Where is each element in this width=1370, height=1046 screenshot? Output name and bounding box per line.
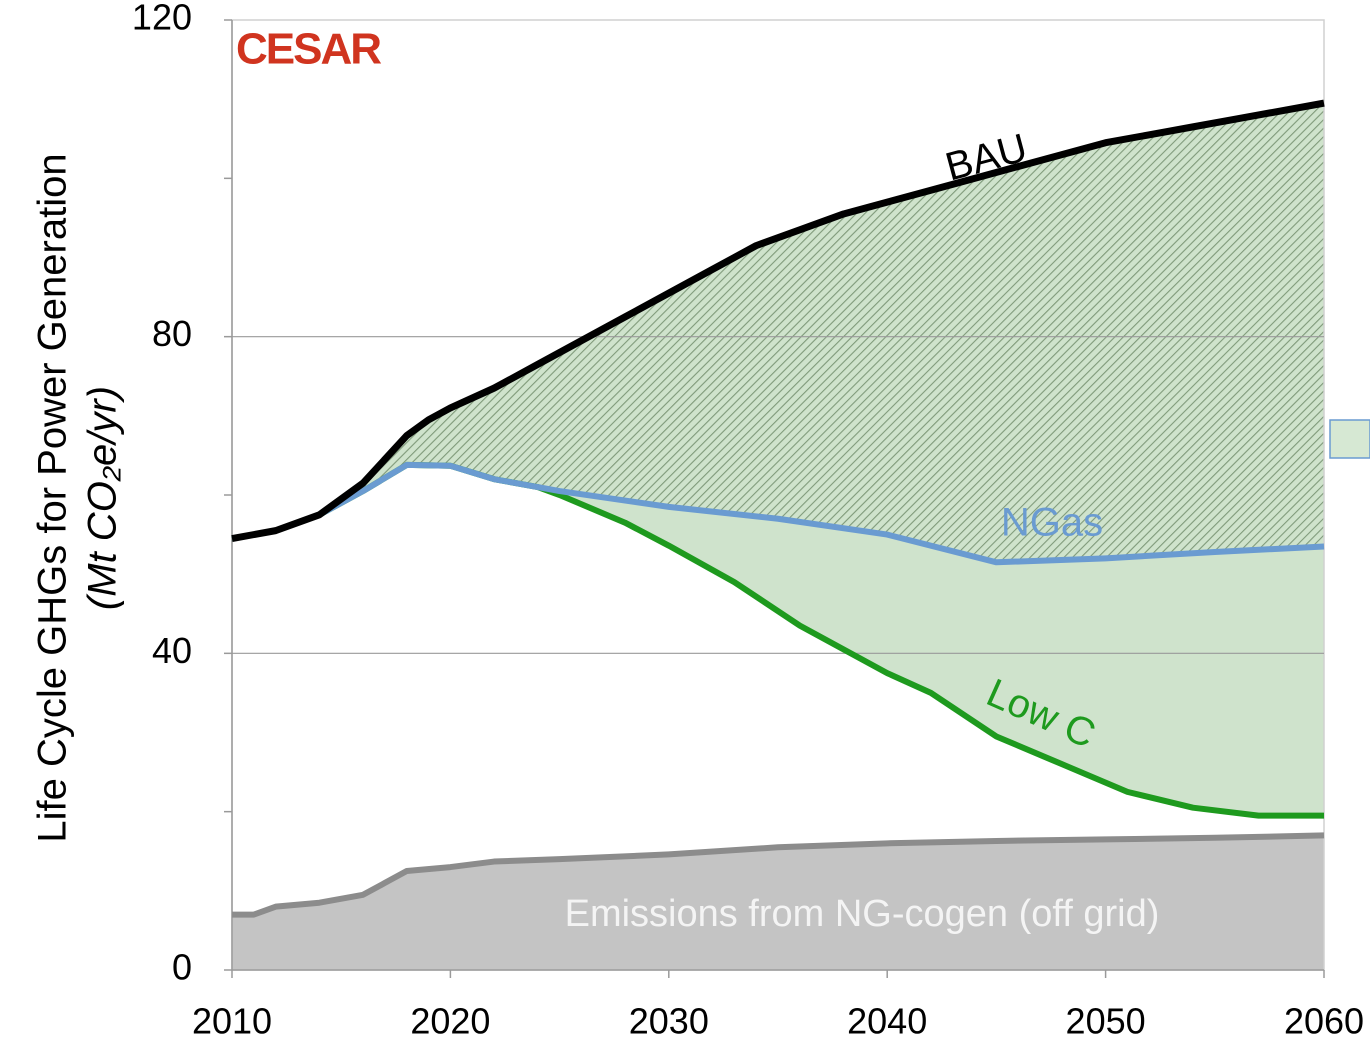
x-tick-label: 2050 <box>1066 1001 1146 1042</box>
x-tick-label: 2020 <box>410 1001 490 1042</box>
x-tick-label: 2060 <box>1284 1001 1364 1042</box>
y-tick-label: 120 <box>132 0 192 38</box>
x-tick-label: 2040 <box>847 1001 927 1042</box>
logo: CESAR <box>236 25 381 74</box>
x-tick-label: 2010 <box>192 1001 272 1042</box>
x-tick-label: 2030 <box>629 1001 709 1042</box>
y-axis-unit: (Mt CO₂e/yr) <box>81 386 125 610</box>
series-label: NGas <box>1001 501 1103 545</box>
y-tick-label: 0 <box>172 947 192 988</box>
y-axis-label: Life Cycle GHGs for Power Generation <box>31 153 75 842</box>
series-label: Emissions from NG-cogen (off grid) <box>565 893 1160 935</box>
bau-ngas-area <box>232 103 1324 563</box>
y-tick-label: 40 <box>152 630 192 671</box>
legend-fragment <box>1329 419 1370 459</box>
y-tick-label: 80 <box>152 313 192 354</box>
series-line <box>232 832 1325 918</box>
ngas-lowc-area <box>232 464 1324 816</box>
series-line <box>231 99 1325 542</box>
cogen-area <box>232 835 1324 970</box>
